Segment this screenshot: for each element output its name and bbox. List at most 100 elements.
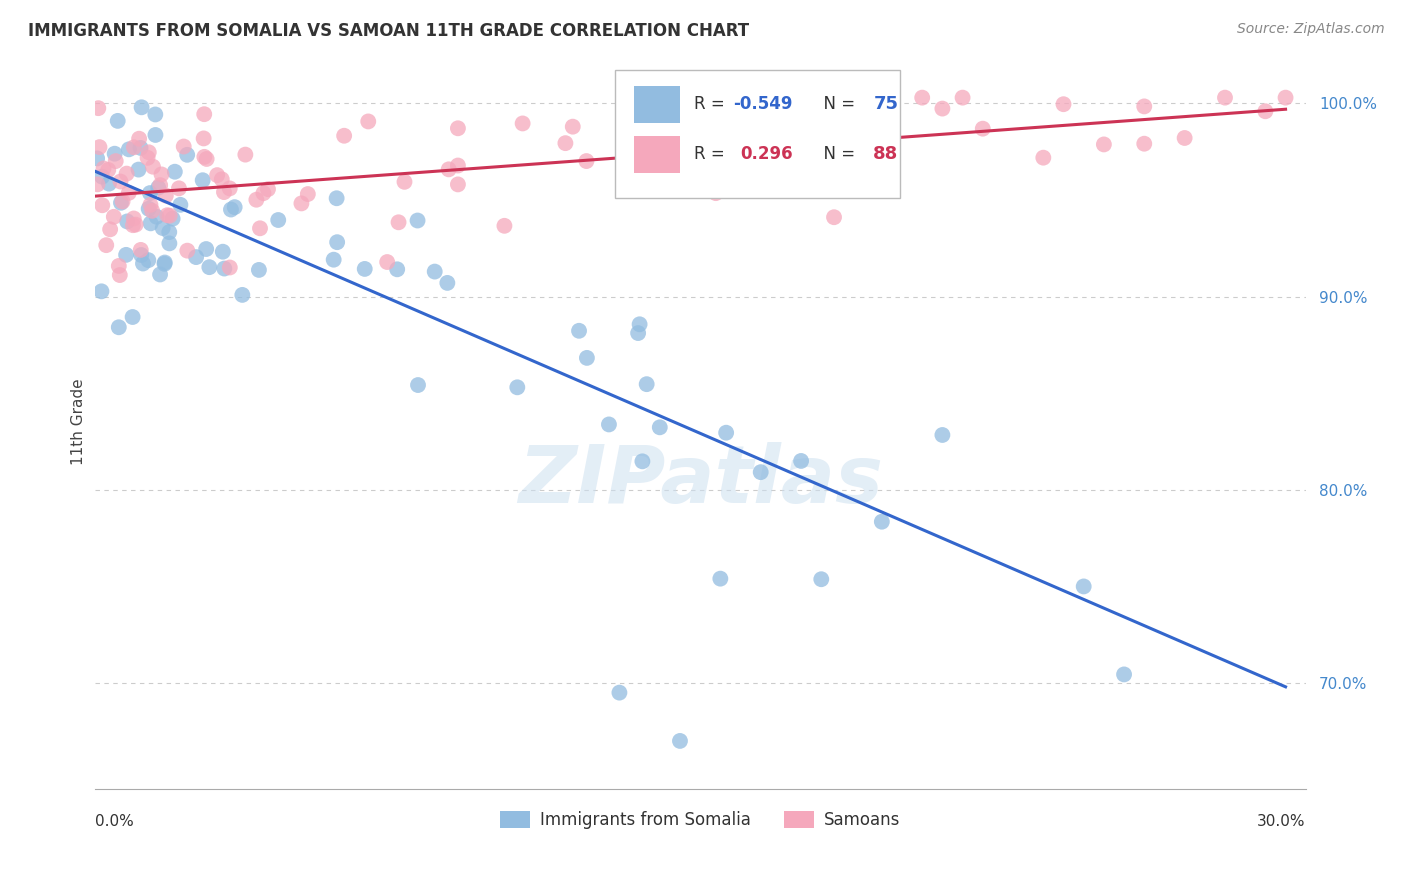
Point <box>108 259 131 273</box>
Point <box>184 250 207 264</box>
Point <box>1274 90 1296 104</box>
Y-axis label: 11th Grade: 11th Grade <box>72 379 86 466</box>
Point <box>87 101 110 115</box>
Text: 0.296: 0.296 <box>740 145 793 163</box>
Point <box>162 211 184 226</box>
Text: 88: 88 <box>873 145 898 163</box>
Point <box>1073 579 1095 593</box>
Point <box>447 178 470 192</box>
Point <box>972 121 994 136</box>
Point <box>561 120 583 134</box>
Point <box>138 145 160 160</box>
Point <box>98 177 121 191</box>
Point <box>129 248 152 262</box>
Point <box>245 193 267 207</box>
Point <box>193 107 215 121</box>
Point <box>575 154 598 169</box>
Point <box>107 320 129 334</box>
Point <box>911 90 934 104</box>
Text: N =: N = <box>813 145 860 163</box>
Point <box>1254 104 1277 119</box>
Point <box>704 186 727 201</box>
Text: 75: 75 <box>873 95 898 113</box>
Point <box>598 417 620 432</box>
Point <box>163 165 186 179</box>
Point <box>115 214 138 228</box>
Point <box>406 378 429 392</box>
Point <box>1133 99 1156 113</box>
Point <box>205 168 228 182</box>
Point <box>104 154 127 169</box>
Point <box>931 102 953 116</box>
Point <box>751 147 773 161</box>
Point <box>447 159 470 173</box>
Point <box>423 264 446 278</box>
Point <box>104 146 127 161</box>
Point <box>211 244 233 259</box>
Point <box>173 139 195 153</box>
Point <box>823 211 845 225</box>
Point <box>149 178 172 193</box>
Point <box>153 257 176 271</box>
Point <box>90 285 112 299</box>
Point <box>394 175 416 189</box>
Point <box>97 163 120 178</box>
Point <box>157 225 180 239</box>
Point <box>267 213 290 227</box>
Point <box>609 685 631 699</box>
Point <box>103 210 125 224</box>
Point <box>98 222 121 236</box>
Point <box>790 454 813 468</box>
Point <box>122 218 145 232</box>
Point <box>1213 90 1236 104</box>
Point <box>131 100 153 114</box>
Point <box>107 114 129 128</box>
Point <box>153 255 176 269</box>
Point <box>952 90 974 104</box>
Point <box>628 318 651 332</box>
Point <box>139 216 162 230</box>
Point <box>669 734 692 748</box>
Point <box>648 420 671 434</box>
Point <box>145 128 167 142</box>
Point <box>796 135 818 149</box>
Point <box>814 155 837 169</box>
Point <box>214 261 236 276</box>
Point <box>149 268 172 282</box>
Point <box>512 116 534 130</box>
Point <box>167 181 190 195</box>
Point <box>636 377 658 392</box>
Point <box>93 161 115 176</box>
Point <box>121 310 143 324</box>
Point <box>325 191 347 205</box>
Point <box>150 168 173 182</box>
Point <box>139 186 162 200</box>
Point <box>1133 136 1156 151</box>
Point <box>387 215 409 229</box>
Point <box>231 288 253 302</box>
Point <box>138 253 160 268</box>
Point <box>195 242 218 256</box>
Point <box>749 465 772 479</box>
Point <box>1112 667 1135 681</box>
Point <box>252 186 274 201</box>
Point <box>111 194 134 209</box>
Point <box>211 172 233 186</box>
Point <box>219 202 242 217</box>
Point <box>506 380 529 394</box>
Point <box>96 238 118 252</box>
Bar <box>634 86 679 123</box>
Point <box>156 208 179 222</box>
Legend: Immigrants from Somalia, Samoans: Immigrants from Somalia, Samoans <box>494 805 907 836</box>
Point <box>290 196 312 211</box>
Point <box>634 133 657 147</box>
Point <box>494 219 516 233</box>
Point <box>554 136 576 150</box>
Text: R =: R = <box>695 145 735 163</box>
Point <box>86 152 108 166</box>
Point <box>727 150 749 164</box>
Point <box>91 198 114 212</box>
Text: R =: R = <box>695 95 730 113</box>
Point <box>193 150 215 164</box>
Point <box>169 198 191 212</box>
